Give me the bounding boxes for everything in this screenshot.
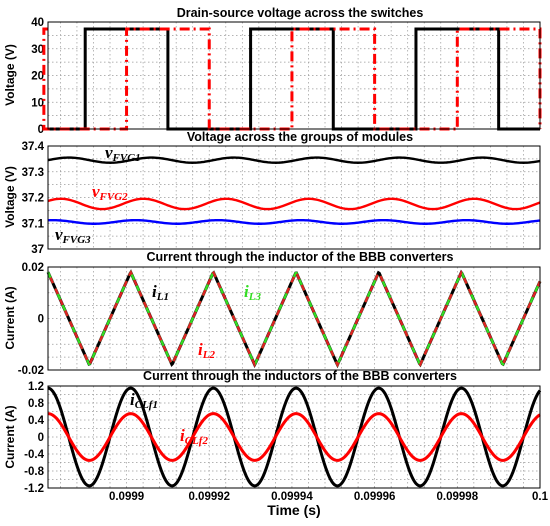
annotation-iL3: iL3	[244, 282, 261, 303]
x-tick-label: 0.09994	[271, 491, 313, 503]
panel-1-y-label: Voltage (V)	[3, 44, 17, 106]
y-tick-label: -0.4	[24, 449, 44, 461]
panel-1-y-ticks: 0 10 20 30 40	[31, 17, 44, 136]
y-tick-label: -0.8	[24, 466, 44, 478]
y-tick-label: 0	[38, 432, 44, 444]
annotation-vFVG3: vFVG3	[55, 225, 91, 246]
annotation-vFVG1: vFVG1	[105, 143, 141, 164]
y-tick-label: 37.2	[22, 193, 44, 205]
y-tick-label: 0.02	[22, 262, 44, 274]
series-inductor-current-3	[46, 269, 542, 368]
series-filter-current-2	[47, 412, 541, 462]
y-tick-label: -1.2	[24, 483, 44, 495]
y-tick-label: 10	[31, 97, 44, 109]
y-tick-label: 30	[31, 44, 44, 56]
series-filter-current-1	[47, 386, 542, 488]
y-tick-label: 1.2	[28, 381, 44, 393]
panel-2-title: Voltage across the groups of modules	[187, 130, 413, 144]
panel-filter-inductor-current: Current through the inductors of the BBB…	[3, 369, 549, 518]
panel-4-y-ticks: -1.2 -0.8 -0.4 0 0.4 0.8 1.2	[24, 381, 44, 495]
series-group-voltage-1	[47, 156, 541, 164]
annotation-vFVG2: vFVG2	[92, 182, 128, 203]
y-tick-label: 37.4	[22, 141, 45, 153]
panel-3-frame	[47, 266, 541, 371]
panel-group-voltage: Voltage across the groups of modules 373…	[3, 130, 541, 256]
panel-4-x-ticks: 0.0999 0.09992 0.09994 0.09996 0.09998 0.1	[109, 491, 549, 503]
y-tick-label: 0	[38, 124, 44, 136]
annotation-iCLf2: iCLf2	[180, 426, 208, 447]
y-tick-label: 37.1	[22, 218, 45, 230]
series-drain-source-2	[42, 27, 542, 131]
series-group-voltage-2	[47, 197, 541, 211]
x-tick-label: 0.1	[532, 491, 549, 503]
panel-3-y-ticks: -0.02 0 0.02	[18, 262, 44, 377]
panel-3-title: Current through the inductor of the BBB …	[147, 250, 454, 264]
panel-2-frame	[47, 145, 541, 250]
series-inductor-current-1	[46, 269, 542, 369]
y-tick-label: 0.8	[28, 398, 45, 410]
panel-4-grid	[48, 385, 541, 489]
y-tick-label: 20	[31, 71, 44, 83]
y-tick-label: 0.4	[28, 415, 45, 427]
panel-inductor-current: Current through the inductor of the BBB …	[3, 250, 542, 377]
panel-4-y-label: Current (A)	[3, 405, 17, 468]
y-tick-label: -0.02	[18, 365, 44, 377]
annotation-iCLf1: iCLf1	[130, 390, 158, 411]
x-tick-label: 0.09996	[354, 491, 396, 503]
x-tick-label: 0.0999	[109, 491, 144, 503]
panel-3-series	[46, 269, 542, 369]
panel-4-series	[47, 386, 542, 488]
x-axis-label: Time (s)	[267, 502, 320, 518]
annotation-iL2: iL2	[198, 340, 215, 361]
panel-1-series	[42, 27, 542, 131]
panel-1-grid	[48, 21, 541, 130]
panel-1-frame	[47, 21, 541, 130]
y-tick-label: 37	[31, 244, 44, 256]
panel-3-y-label: Current (A)	[3, 286, 17, 349]
series-group-voltage-3	[47, 218, 541, 225]
y-tick-label: 40	[31, 17, 44, 29]
panel-2-series	[47, 156, 541, 225]
x-tick-label: 0.09992	[188, 491, 230, 503]
panel-2-y-ticks: 37 37.1 37.2 37.3 37.4	[22, 141, 45, 256]
panel-2-y-label: Voltage (V)	[3, 166, 17, 228]
panel-drain-source-voltage: Drain-source voltage across the switches…	[3, 6, 542, 136]
annotation-iL1: iL1	[152, 282, 169, 303]
series-drain-source-1	[48, 27, 540, 131]
x-tick-label: 0.09998	[437, 491, 479, 503]
panel-1-title: Drain-source voltage across the switches	[177, 6, 424, 20]
panel-4-title: Current through the inductors of the BBB…	[143, 369, 457, 383]
y-tick-label: 37.3	[22, 167, 44, 179]
panel-4-frame	[47, 385, 541, 489]
y-tick-label: 0	[38, 314, 44, 326]
